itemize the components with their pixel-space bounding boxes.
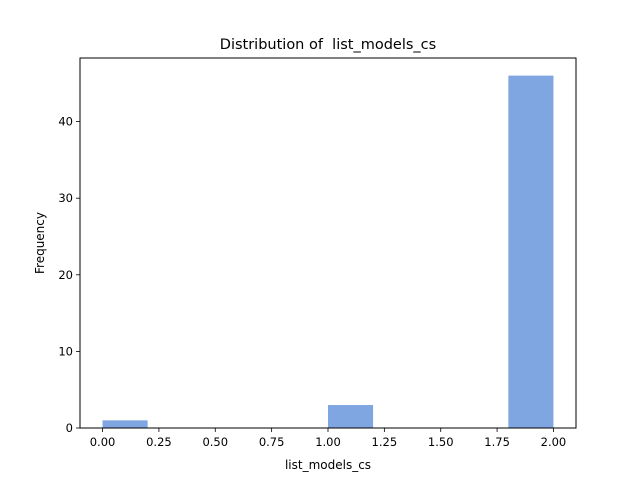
plot-frame	[79, 57, 577, 429]
x-tick-label: 1.50	[428, 435, 454, 449]
histogram-bar	[102, 420, 148, 428]
y-tick-label: 10	[58, 344, 73, 358]
chart-title: Distribution of list_models_cs	[220, 37, 436, 53]
y-tick-label: 30	[58, 191, 73, 205]
y-tick-label: 20	[58, 268, 73, 282]
x-axis-ticks: 0.00 0.25 0.50 0.75 1.00 1.25 1.50 1.75 2.00	[90, 428, 567, 449]
y-tick-label: 0	[66, 421, 73, 435]
x-tick-label: 0.00	[90, 435, 116, 449]
x-tick-label: 1.00	[315, 435, 341, 449]
x-tick-label: 0.75	[259, 435, 285, 449]
bars-group	[102, 75, 554, 428]
x-axis-label: list_models_cs	[285, 458, 371, 472]
y-axis-label: Frequency	[33, 212, 47, 274]
histogram-bar	[508, 75, 554, 428]
x-tick-label: 0.25	[146, 435, 172, 449]
y-axis-ticks: 0 10 20 30 40	[58, 115, 80, 435]
x-tick-label: 2.00	[541, 435, 567, 449]
x-tick-label: 1.25	[372, 435, 398, 449]
x-tick-label: 0.50	[202, 435, 228, 449]
x-tick-label: 1.75	[484, 435, 510, 449]
y-tick-label: 40	[58, 115, 73, 129]
histogram-bar	[328, 405, 374, 428]
